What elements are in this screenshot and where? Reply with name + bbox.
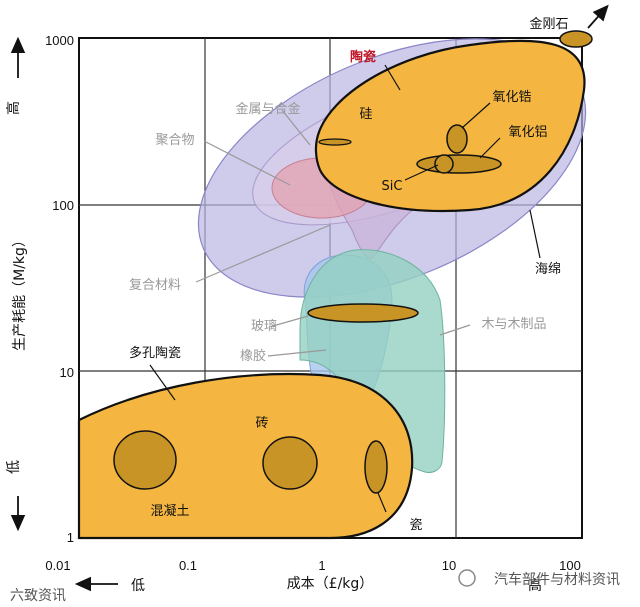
leader-glass — [272, 315, 309, 327]
leader-alumina — [479, 137, 501, 159]
label-silicon: 硅 — [359, 107, 372, 122]
leader-lines — [149, 64, 541, 513]
x-axis-low-label: 低 — [131, 578, 145, 594]
marker-glass — [307, 303, 419, 323]
x-tick-100: 100 — [559, 558, 581, 573]
label-zirconia: 氧化锆 — [492, 90, 531, 105]
x-tick-1: 1 — [318, 558, 325, 573]
x-tick-0.1: 0.1 — [179, 558, 197, 573]
label-rubber: 橡胶 — [240, 348, 266, 364]
leader-zirconia — [461, 102, 491, 129]
leader-porous — [149, 364, 176, 401]
y-axis-title: 生产耗能（M/kg） — [12, 233, 28, 351]
watermark-right: 汽车部件与材料资讯 — [494, 571, 620, 588]
region-ceramics — [314, 39, 586, 213]
label-wood: 木与木制品 — [481, 317, 546, 332]
labels: 金刚石 陶瓷 硅 氧化锆 氧化铝 SiC 金属与合金 聚合物 复合材料 海绵 玻… — [129, 16, 569, 533]
marker-brick — [262, 436, 318, 490]
leader-porcelain — [377, 492, 387, 513]
label-porous-ceramics: 多孔陶瓷 — [129, 345, 181, 361]
label-brick: 砖 — [255, 416, 268, 431]
marker-porcelain — [364, 440, 388, 494]
leader-polymers — [203, 140, 291, 186]
marker-concrete — [113, 430, 177, 490]
y-tick-labels: 1000 100 10 1 — [45, 33, 74, 545]
label-sponge: 海绵 — [535, 262, 561, 277]
x-axis-title: 成本（£/kg） — [287, 576, 374, 592]
y-tick-1: 1 — [67, 530, 74, 545]
leader-wood — [439, 324, 471, 336]
x-tick-labels: 0.01 0.1 1 10 100 — [45, 558, 581, 573]
watermark-logo-icon — [458, 569, 476, 587]
label-glass: 玻璃 — [251, 319, 277, 334]
x-tick-0.01: 0.01 — [45, 558, 70, 573]
x-tick-10: 10 — [442, 558, 456, 573]
marker-diamond — [559, 30, 593, 48]
region-porous-ceramics — [77, 372, 414, 540]
label-diamond: 金刚石 — [529, 16, 568, 32]
watermark-left: 六致资讯 — [10, 588, 66, 604]
y-tick-1000: 1000 — [45, 33, 74, 48]
label-metals: 金属与合金 — [235, 101, 300, 117]
leader-composites — [195, 224, 331, 283]
leader-metals — [281, 109, 311, 146]
marker-alumina — [416, 154, 502, 174]
label-porcelain: 瓷 — [409, 518, 422, 533]
y-tick-100: 100 — [52, 198, 74, 213]
y-axis-low-label: 低 — [6, 460, 22, 474]
label-alumina: 氧化铝 — [508, 125, 547, 140]
leader-sic — [404, 164, 439, 181]
label-sic: SiC — [382, 179, 403, 194]
label-polymers: 聚合物 — [155, 133, 194, 148]
diamond-arrow — [587, 4, 609, 29]
y-axis-high-label: 高 — [5, 101, 22, 115]
label-composites: 复合材料 — [129, 278, 181, 293]
y-tick-10: 10 — [60, 365, 74, 380]
marker-silicon — [318, 138, 352, 146]
leader-ceramics — [384, 64, 401, 91]
label-ceramics: 陶瓷 — [350, 49, 376, 65]
leader-sponge — [529, 209, 541, 259]
label-concrete: 混凝土 — [150, 503, 189, 519]
x-axis-high-label: 高 — [528, 577, 542, 594]
material-markers — [113, 30, 593, 494]
leader-rubber — [267, 349, 327, 357]
marker-zirconia — [446, 124, 468, 154]
marker-sic — [434, 154, 454, 174]
